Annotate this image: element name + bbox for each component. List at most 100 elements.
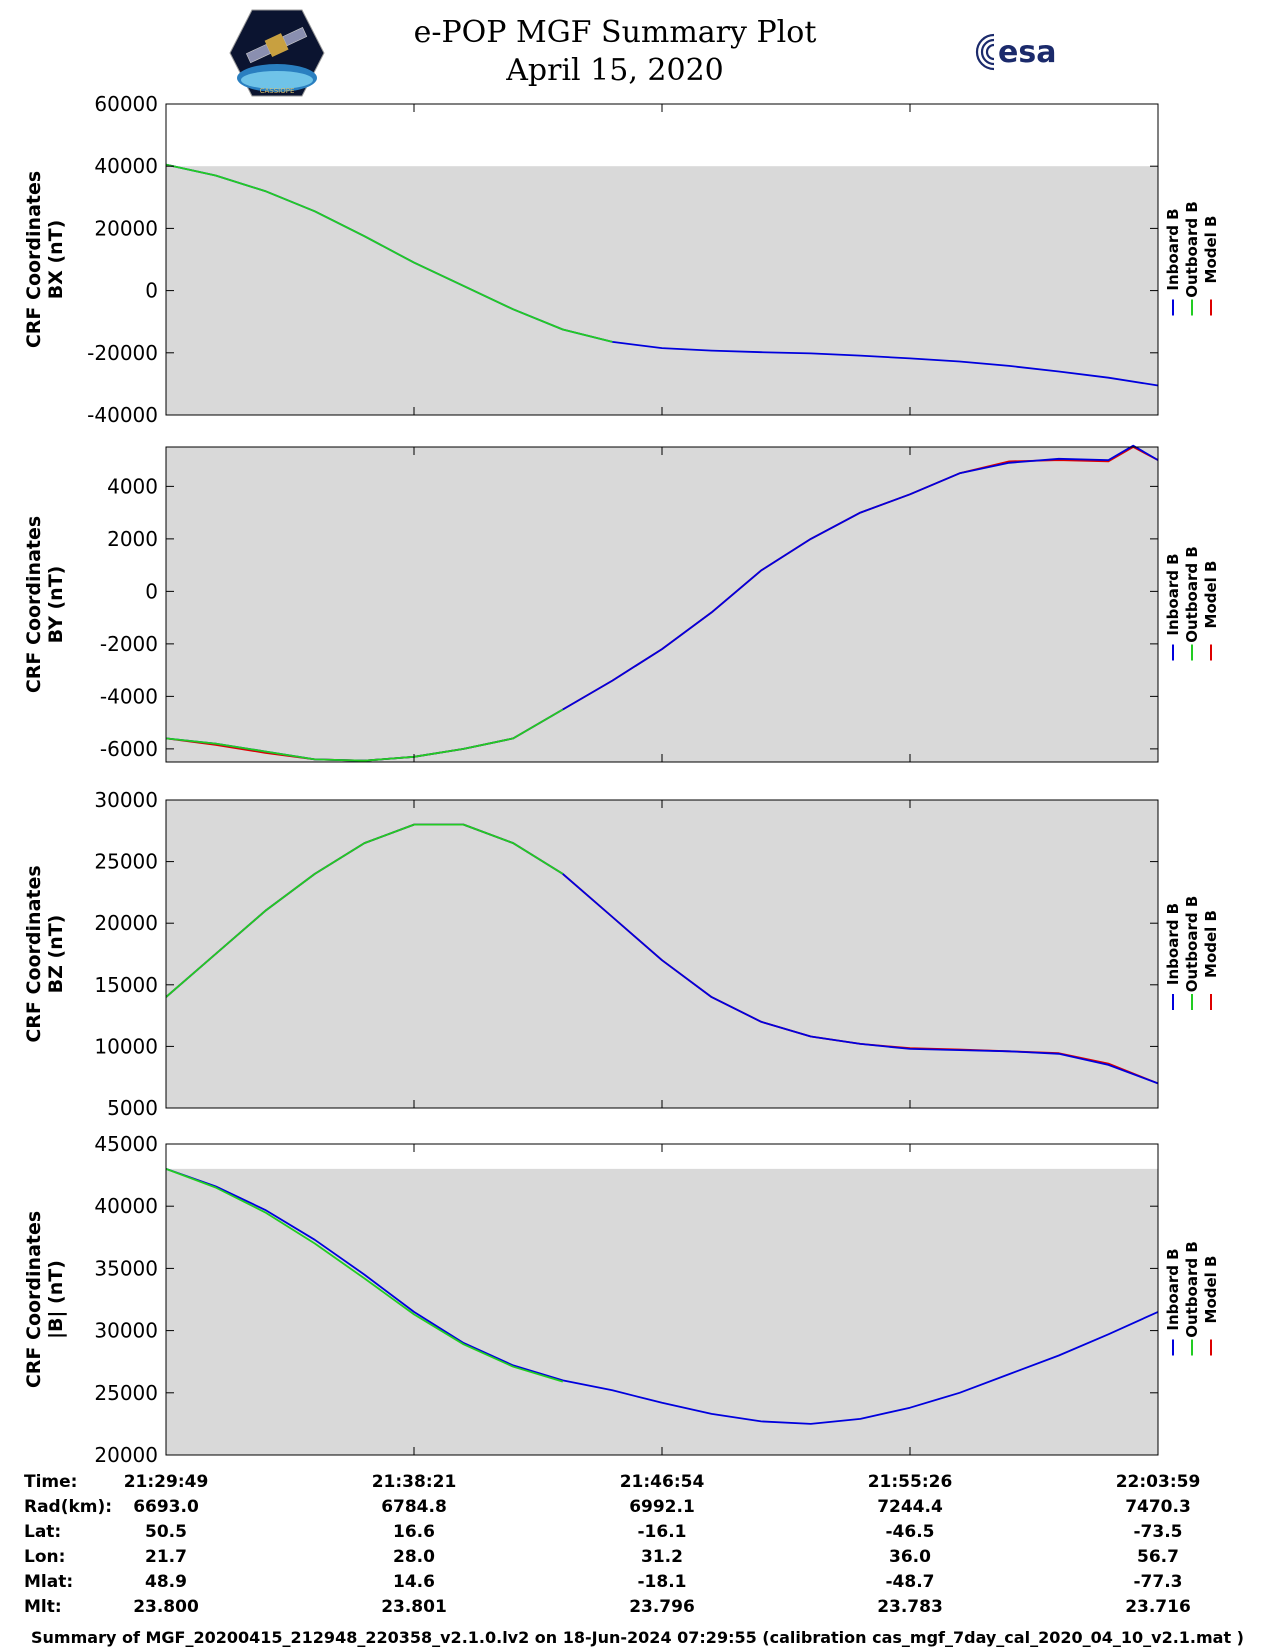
info-cell: 16.6 xyxy=(393,1522,435,1542)
legend-label-inboard-b: Inboard B xyxy=(1164,208,1182,290)
series-line-outboard-b xyxy=(165,163,613,343)
info-row-label: Time: xyxy=(24,1472,77,1492)
title-date: April 15, 2020 xyxy=(506,53,724,88)
data-region-fill xyxy=(166,800,1158,1108)
legend-label-model-b: Model B xyxy=(1202,216,1220,284)
legend-label-outboard-b: Outboard B xyxy=(1183,1241,1201,1338)
info-cell: -48.7 xyxy=(886,1572,935,1592)
legend-label-model-b: Model B xyxy=(1202,910,1220,978)
y-tick-label: 5000 xyxy=(107,1096,158,1120)
chart-panel-4: 20000 25000 30000 35000 40000 45000 CRF Coordi… xyxy=(23,1132,1220,1467)
info-cell: 23.800 xyxy=(133,1597,199,1617)
y-tick-label: -6000 xyxy=(100,737,158,761)
y-tick-label: 45000 xyxy=(94,1132,158,1156)
info-cell: 21:55:26 xyxy=(868,1472,953,1492)
info-row-label: Mlt: xyxy=(24,1597,62,1617)
series-line-outboard-b xyxy=(165,823,564,998)
info-cell: 22:03:59 xyxy=(1116,1472,1201,1492)
legend-label-model-b: Model B xyxy=(1202,561,1220,629)
y-tick-label: 30000 xyxy=(94,1319,158,1343)
info-cell: -73.5 xyxy=(1134,1522,1183,1542)
info-cell: 23.801 xyxy=(381,1597,447,1617)
info-cell: 31.2 xyxy=(641,1547,683,1567)
info-cell: 56.7 xyxy=(1137,1547,1179,1567)
y-axis-label-line2: |B| (nT) xyxy=(45,1260,67,1339)
info-cell: 21:29:49 xyxy=(124,1472,209,1492)
y-axis-label: CRF CoordinatesBY (nT) xyxy=(23,516,67,693)
title-text: e-POP MGF Summary Plot xyxy=(413,15,817,50)
info-row-label: Lat: xyxy=(24,1522,61,1542)
y-tick-label: -20000 xyxy=(87,341,158,365)
y-tick-label: 35000 xyxy=(94,1256,158,1280)
y-axis-label-line1: CRF Coordinates xyxy=(23,865,45,1042)
info-cell: -18.1 xyxy=(638,1572,687,1592)
y-tick-label: 10000 xyxy=(94,1034,158,1058)
y-tick-label: 60000 xyxy=(94,92,158,116)
y-tick-label: 2000 xyxy=(107,527,158,551)
y-tick-label: 4000 xyxy=(107,474,158,498)
info-cell: 21:38:21 xyxy=(372,1472,457,1492)
info-cell: 7244.4 xyxy=(877,1497,943,1517)
info-cell: 28.0 xyxy=(393,1547,435,1567)
y-tick-label: 20000 xyxy=(94,216,158,240)
legend-label-outboard-b: Outboard B xyxy=(1183,896,1201,993)
y-axis-label-line1: CRF Coordinates xyxy=(23,1211,45,1388)
y-axis-label-line2: BY (nT) xyxy=(45,566,67,644)
y-tick-label: 20000 xyxy=(94,911,158,935)
y-tick-label: 40000 xyxy=(94,154,158,178)
data-region-fill xyxy=(166,1168,1158,1455)
footer-summary: Summary of MGF_20200415_212948_220358_v2… xyxy=(31,1628,1244,1647)
y-tick-label: 15000 xyxy=(94,973,158,997)
y-tick-label: -40000 xyxy=(87,403,158,427)
info-cell: -77.3 xyxy=(1134,1572,1183,1592)
y-axis-label-line2: BX (nT) xyxy=(45,220,67,300)
y-tick-label: 25000 xyxy=(94,850,158,874)
cassiope-logo: CASSIOPE xyxy=(229,9,325,97)
info-row-label: Rad(km): xyxy=(24,1497,112,1517)
y-axis-label: CRF CoordinatesBX (nT) xyxy=(23,171,67,348)
legend-label-inboard-b: Inboard B xyxy=(1164,903,1182,985)
plot-title: e-POP MGF Summary Plot April 15, 2020 xyxy=(400,14,830,90)
info-cell: 48.9 xyxy=(145,1572,187,1592)
legend-label-inboard-b: Inboard B xyxy=(1164,1248,1182,1330)
series-line-outboard-b xyxy=(165,1168,564,1383)
y-axis-label: CRF Coordinates|B| (nT) xyxy=(23,1211,67,1388)
series-line-outboard-b xyxy=(165,708,564,762)
y-tick-label: 25000 xyxy=(94,1381,158,1405)
info-cell: 6784.8 xyxy=(381,1497,447,1517)
y-tick-label: 0 xyxy=(145,579,158,603)
chart-panel-3: 5000 10000 15000 20000 25000 30000 CRF Coordin… xyxy=(23,788,1220,1120)
y-axis-label: CRF CoordinatesBZ (nT) xyxy=(23,865,67,1042)
info-cell: 6992.1 xyxy=(629,1497,695,1517)
info-cell: 23.716 xyxy=(1125,1597,1191,1617)
cassiope-logo-text: CASSIOPE xyxy=(260,87,295,95)
y-tick-label: 0 xyxy=(145,279,158,303)
esa-logo-text: esa xyxy=(998,35,1056,70)
legend-label-model-b: Model B xyxy=(1202,1256,1220,1324)
info-cell: 23.783 xyxy=(877,1597,943,1617)
y-axis-label-line1: CRF Coordinates xyxy=(23,171,45,348)
y-tick-label: 30000 xyxy=(94,788,158,812)
legend-label-outboard-b: Outboard B xyxy=(1183,201,1201,298)
data-region-fill xyxy=(166,166,1158,415)
info-cell: 21.7 xyxy=(145,1547,187,1567)
data-region-fill xyxy=(166,447,1158,762)
info-cell: 50.5 xyxy=(145,1522,187,1542)
y-tick-label: 20000 xyxy=(94,1443,158,1467)
legend-label-outboard-b: Outboard B xyxy=(1183,546,1201,643)
y-axis-label-line2: BZ (nT) xyxy=(45,915,67,994)
y-tick-label: 40000 xyxy=(94,1194,158,1218)
esa-logo: esa xyxy=(975,33,1056,71)
y-tick-label: -2000 xyxy=(100,632,158,656)
info-cell: 36.0 xyxy=(889,1547,931,1567)
info-cell: -46.5 xyxy=(886,1522,935,1542)
info-cell: 23.796 xyxy=(629,1597,695,1617)
info-cell: -16.1 xyxy=(638,1522,687,1542)
chart-panel-2: -6000 -4000 -2000 0 2000 4000 CRF CoordinatesB… xyxy=(23,444,1220,763)
orbit-info-table: Time: 21:29:49 21:38:21 21:46:54 21:55:26 22:… xyxy=(24,1472,1200,1617)
info-row-label: Lon: xyxy=(24,1547,65,1567)
info-cell: 14.6 xyxy=(393,1572,435,1592)
legend-label-inboard-b: Inboard B xyxy=(1164,553,1182,635)
info-cell: 7470.3 xyxy=(1125,1497,1191,1517)
series-line-inboard-b xyxy=(165,1168,1159,1425)
